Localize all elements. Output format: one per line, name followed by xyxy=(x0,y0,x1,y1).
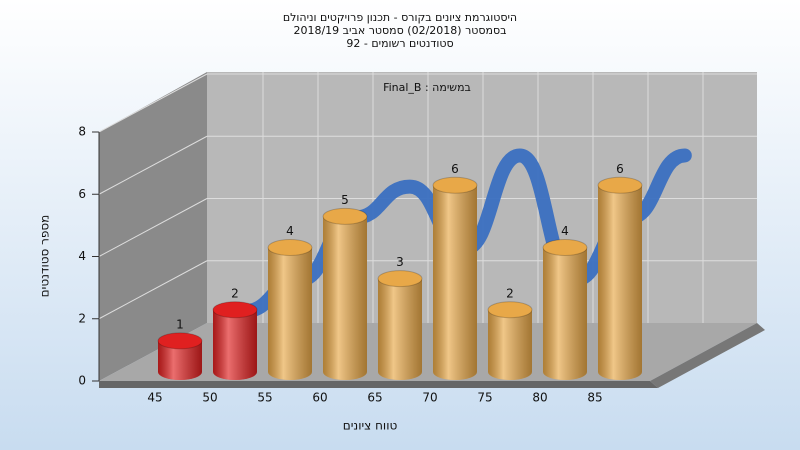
x-axis-label: טווח ציונים xyxy=(343,419,398,433)
data-label: 2 xyxy=(231,286,239,300)
y-axis-label: מספר סטודנטים xyxy=(38,215,52,298)
x-tick-label: 75 xyxy=(477,391,492,405)
y-tick-label: 2 xyxy=(78,311,86,325)
annotation: Final_B : במשימה xyxy=(383,81,471,94)
data-label: 5 xyxy=(341,193,349,207)
y-tick-label: 4 xyxy=(78,249,86,263)
floor-front xyxy=(99,381,658,388)
data-label: 3 xyxy=(396,255,404,269)
y-tick-label: 6 xyxy=(78,187,86,201)
bar xyxy=(597,176,643,380)
bar xyxy=(432,176,478,380)
x-tick-label: 80 xyxy=(532,391,547,405)
data-label: 6 xyxy=(616,162,624,176)
y-tick-label: 0 xyxy=(78,374,86,388)
y-tick-label: 8 xyxy=(78,125,86,139)
x-tick-label: 60 xyxy=(312,391,327,405)
x-tick-label: 50 xyxy=(202,391,217,405)
data-label: 4 xyxy=(286,224,294,238)
floor xyxy=(99,323,757,381)
bar xyxy=(267,239,313,380)
data-label: 4 xyxy=(561,224,569,238)
data-label: 1 xyxy=(176,317,184,331)
data-label: 6 xyxy=(451,162,459,176)
grid-line xyxy=(98,73,208,133)
floor-edge xyxy=(650,323,765,388)
data-label: 2 xyxy=(506,286,514,300)
title-line: בסמסטר (02/2018) סמסטר אביב 2018/19 xyxy=(293,24,506,37)
title-line: היסטוגרמת ציונים בקורס - תכנון פרויקטים … xyxy=(283,11,517,24)
x-tick-label: 55 xyxy=(257,391,272,405)
x-tick-label: 70 xyxy=(422,391,437,405)
grid-line xyxy=(98,260,208,320)
title-line: סטודנטים רשומים - 92 xyxy=(346,37,453,50)
grid-line xyxy=(98,198,208,257)
bar xyxy=(212,301,258,380)
x-tick-label: 85 xyxy=(587,391,602,405)
bar xyxy=(487,301,533,380)
bar xyxy=(322,207,368,380)
x-tick-label: 45 xyxy=(147,391,162,405)
bar xyxy=(377,270,423,380)
grid-line xyxy=(98,135,208,195)
bar xyxy=(542,239,588,380)
bar xyxy=(157,332,203,380)
x-tick-label: 65 xyxy=(367,391,382,405)
